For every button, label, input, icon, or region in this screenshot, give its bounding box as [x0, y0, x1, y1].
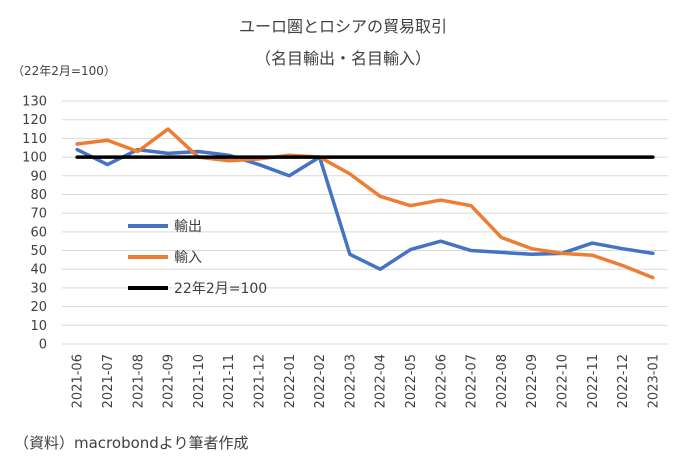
- x-tick-label: 2023-01: [646, 354, 661, 408]
- x-axis-ticks: 2021-06 2021-07 2021-08 2021-09 2021-10 2021-…: [71, 354, 662, 408]
- series-line-0: [75, 147, 655, 271]
- y-tick-label: 40: [30, 263, 47, 278]
- x-tick-label: 2021-07: [101, 354, 116, 408]
- y-tick-label: 110: [22, 132, 47, 147]
- y-tick-label: 130: [22, 95, 47, 110]
- x-tick-label: 2021-09: [162, 354, 177, 408]
- x-tick-label: 2022-09: [525, 354, 540, 408]
- source-note: （資料）macrobondより筆者作成: [14, 434, 249, 452]
- series-line-1: [75, 127, 655, 280]
- y-tick-label: 100: [22, 151, 47, 166]
- x-tick-label: 2022-10: [555, 354, 570, 408]
- x-tick-label: 2022-04: [374, 354, 389, 408]
- x-tick-label: 2022-07: [465, 354, 480, 408]
- x-tick-label: 2022-01: [283, 354, 298, 408]
- y-tick-label: 90: [30, 169, 47, 184]
- y-tick-label: 70: [30, 207, 47, 222]
- unit-label: （22年2月=100）: [12, 64, 116, 78]
- x-tick-label: 2021-06: [71, 354, 86, 408]
- x-tick-label: 2022-12: [616, 354, 631, 408]
- legend-label: 22年2月=100: [174, 281, 267, 297]
- legend-label: 輸入: [174, 250, 202, 266]
- y-tick-label: 0: [39, 338, 47, 353]
- grid-lines: [62, 100, 668, 345]
- series-lines: [75, 127, 655, 280]
- x-tick-label: 2021-08: [131, 354, 146, 408]
- y-tick-label: 10: [30, 319, 47, 334]
- x-tick-label: 2021-10: [192, 354, 207, 408]
- x-tick-label: 2022-03: [343, 354, 358, 408]
- x-tick-label: 2022-08: [495, 354, 510, 408]
- x-tick-label: 2022-05: [404, 354, 419, 408]
- y-tick-label: 80: [30, 188, 47, 203]
- y-tick-label: 20: [30, 300, 47, 315]
- y-tick-label: 50: [30, 244, 47, 259]
- y-tick-label: 60: [30, 225, 47, 240]
- y-tick-label: 30: [30, 281, 47, 296]
- x-tick-label: 2022-02: [313, 354, 328, 408]
- x-tick-label: 2022-06: [434, 354, 449, 408]
- y-axis-ticks: 0 10 20 30 40 50 60 70 80 90 100 110 120 130: [22, 95, 47, 353]
- x-tick-label: 2021-11: [222, 354, 237, 408]
- chart-subtitle: （名目輸出・名目輸入）: [255, 49, 431, 68]
- legend-label: 輸出: [174, 219, 202, 235]
- x-tick-label: 2022-11: [586, 354, 601, 408]
- x-tick-label: 2021-12: [252, 354, 267, 408]
- chart-title: ユーロ圏とロシアの貿易取引: [239, 17, 447, 36]
- y-tick-label: 120: [22, 113, 47, 128]
